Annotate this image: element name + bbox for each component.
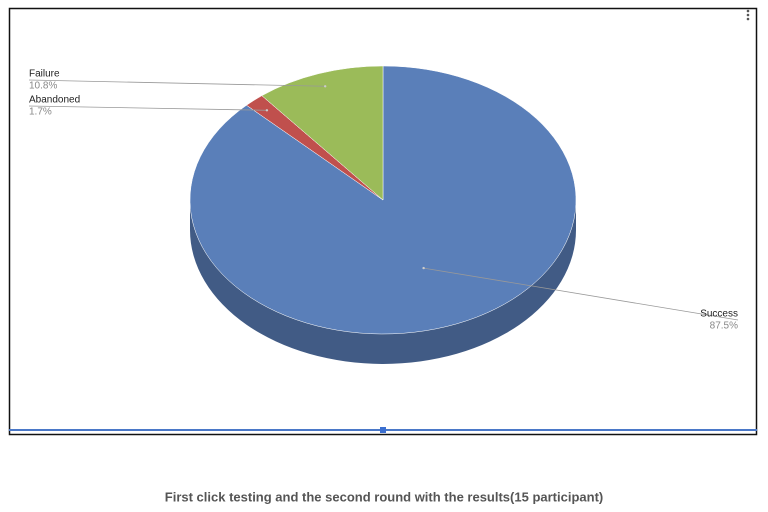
slice-label: Abandoned (29, 95, 80, 106)
pie-side (190, 200, 576, 364)
leader-dot (323, 85, 327, 88)
slice-value-label: 10.8% (29, 81, 57, 92)
selection-handle[interactable] (380, 427, 386, 433)
slice-label: Success (700, 309, 738, 320)
slice-label: Failure (29, 69, 60, 80)
menu-dots[interactable] (746, 9, 750, 21)
pie-slice (189, 65, 577, 335)
slice-value-label: 87.5% (710, 321, 738, 332)
slice-value-label: 1.7% (29, 107, 52, 118)
leader-line (28, 105, 267, 111)
leader-line (28, 79, 326, 87)
leader-dot (265, 109, 269, 112)
caption: First click testing and the second round… (165, 489, 603, 504)
leader-line (423, 267, 739, 321)
pie-slice (261, 65, 384, 201)
leader-dot (422, 266, 425, 270)
